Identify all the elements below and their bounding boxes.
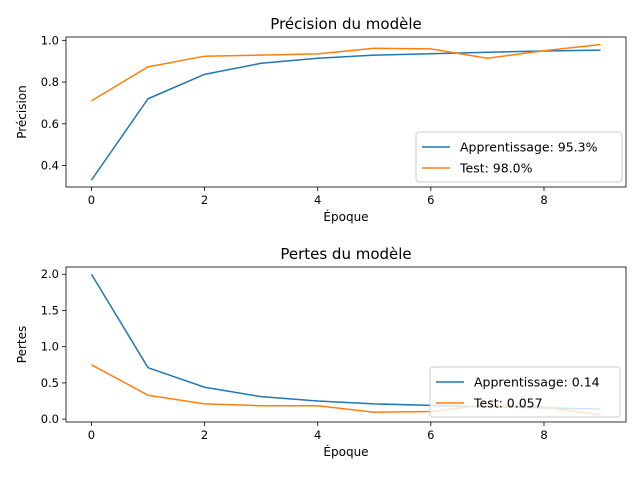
chart-title: Pertes du modèle [280, 245, 411, 263]
y-tick-label: 0.6 [41, 117, 59, 131]
y-tick-label: 1.5 [41, 303, 59, 317]
x-axis-label: Époque [323, 444, 368, 459]
x-tick-label: 8 [540, 193, 547, 207]
y-tick-label: 1.0 [41, 340, 59, 354]
x-axis-label: Époque [323, 209, 368, 224]
series-line-test [91, 43, 601, 102]
legend-box [429, 366, 621, 418]
y-tick-label: 1.0 [41, 33, 59, 47]
legend: Apprentissage: 95.3% Test: 98.0% [415, 131, 623, 183]
y-axis-label: Précision [15, 85, 29, 139]
x-tick-label: 2 [201, 428, 208, 442]
y-tick-label: 0.5 [41, 376, 59, 390]
legend-label-test: Test: 0.057 [473, 396, 543, 411]
y-tick-label: 0.4 [41, 159, 59, 173]
x-tick-label: 4 [314, 428, 321, 442]
chart-panel-2: Pertes du modèle 0 2 4 6 8 0.0 0.5 1.0 1.5 2.0 Époq… [15, 245, 627, 459]
x-tick-label: 4 [314, 193, 321, 207]
y-tick-label: 0.8 [41, 75, 59, 89]
x-tick-label: 6 [427, 193, 434, 207]
x-tick-label: 6 [427, 428, 434, 442]
series-line-train [90, 49, 601, 181]
x-tick-label: 2 [201, 193, 208, 207]
x-tick-label: 8 [540, 428, 547, 442]
legend-box [415, 131, 623, 183]
chart-panel-1: Précision du modèle 0 2 4 6 8 0.4 0.6 0.8 1.0 Époq… [15, 15, 627, 224]
legend: Apprentissage: 0.14 Test: 0.057 [429, 366, 621, 418]
legend-label-test: Test: 98.0% [459, 161, 533, 176]
chart-title: Précision du modèle [270, 15, 421, 33]
x-tick-label: 0 [88, 428, 95, 442]
y-tick-label: 2.0 [41, 267, 59, 281]
y-axis-label: Pertes [15, 326, 29, 363]
legend-label-train: Apprentissage: 0.14 [474, 375, 600, 390]
x-tick-label: 0 [88, 193, 95, 207]
plot-frame [65, 36, 627, 188]
y-tick-label: 0.0 [41, 412, 59, 426]
plot-frame [65, 266, 627, 423]
legend-label-train: Apprentissage: 95.3% [460, 140, 598, 155]
